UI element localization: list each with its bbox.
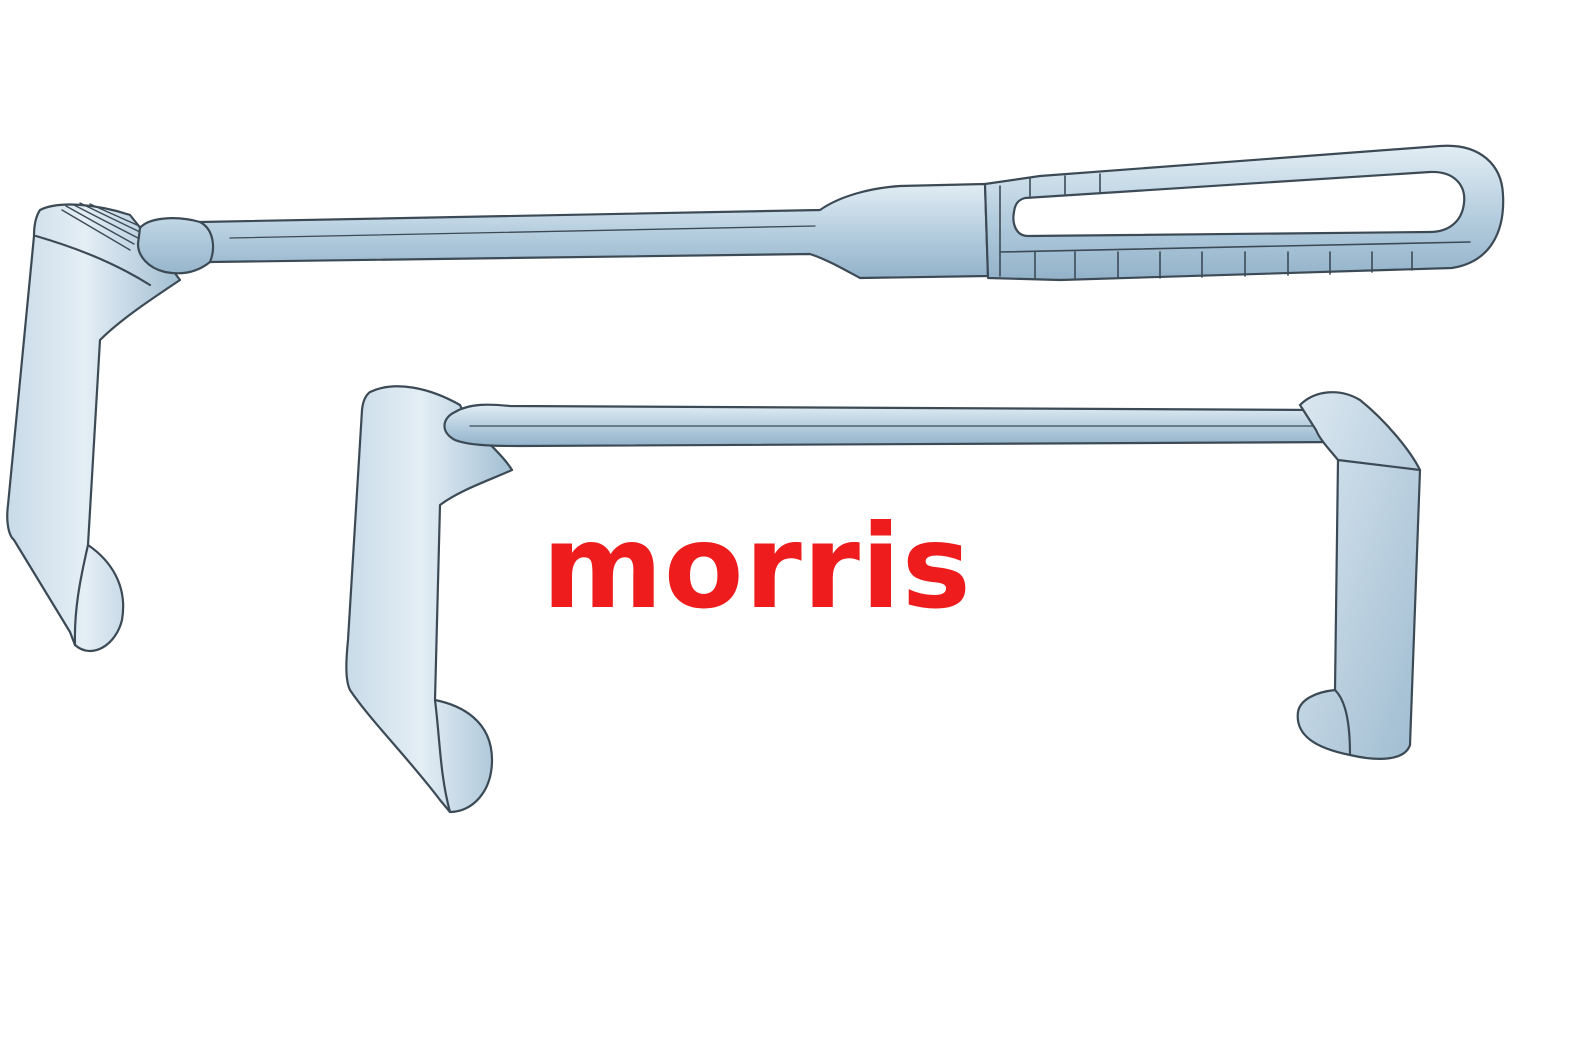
caption-label: morris — [542, 500, 972, 635]
handheld-retractor-blade — [6, 203, 182, 652]
handheld-retractor-blade-fold — [34, 234, 152, 287]
double-ended-retractor-left-blade — [345, 385, 514, 814]
handheld-retractor-blade-tip — [73, 543, 90, 647]
handheld-retractor-handle-slot — [1012, 170, 1466, 238]
double-ended-retractor — [345, 385, 1422, 814]
double-ended-retractor-right-blade — [1296, 391, 1422, 760]
double-ended-retractor-bar — [443, 403, 1353, 448]
handheld-retractor-grip-ribs — [999, 173, 1471, 279]
handheld-retractor — [6, 144, 1505, 652]
handheld-retractor-ridges — [61, 202, 147, 251]
